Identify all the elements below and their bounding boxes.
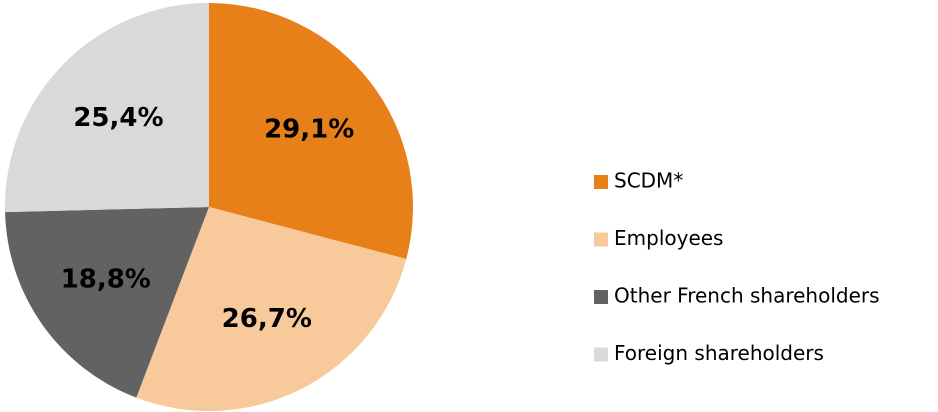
value-label: 26,7% — [222, 304, 312, 334]
legend-swatch — [594, 347, 608, 362]
value-label: 29,1% — [264, 114, 354, 144]
pie-slice — [136, 207, 407, 411]
legend-label: SCDM* — [614, 169, 683, 193]
legend-label: Foreign shareholders — [614, 341, 824, 365]
legend-swatch — [594, 232, 608, 247]
legend-label: Other French shareholders — [614, 284, 880, 308]
value-label: 18,8% — [61, 265, 151, 295]
pie-slice — [209, 3, 413, 259]
value-label: 25,4% — [73, 103, 163, 133]
legend-swatch — [594, 175, 608, 189]
pie-slice — [4, 3, 209, 213]
legend-swatch — [594, 290, 608, 304]
pie-slice — [5, 207, 210, 398]
legend-label: Employees — [614, 226, 723, 250]
